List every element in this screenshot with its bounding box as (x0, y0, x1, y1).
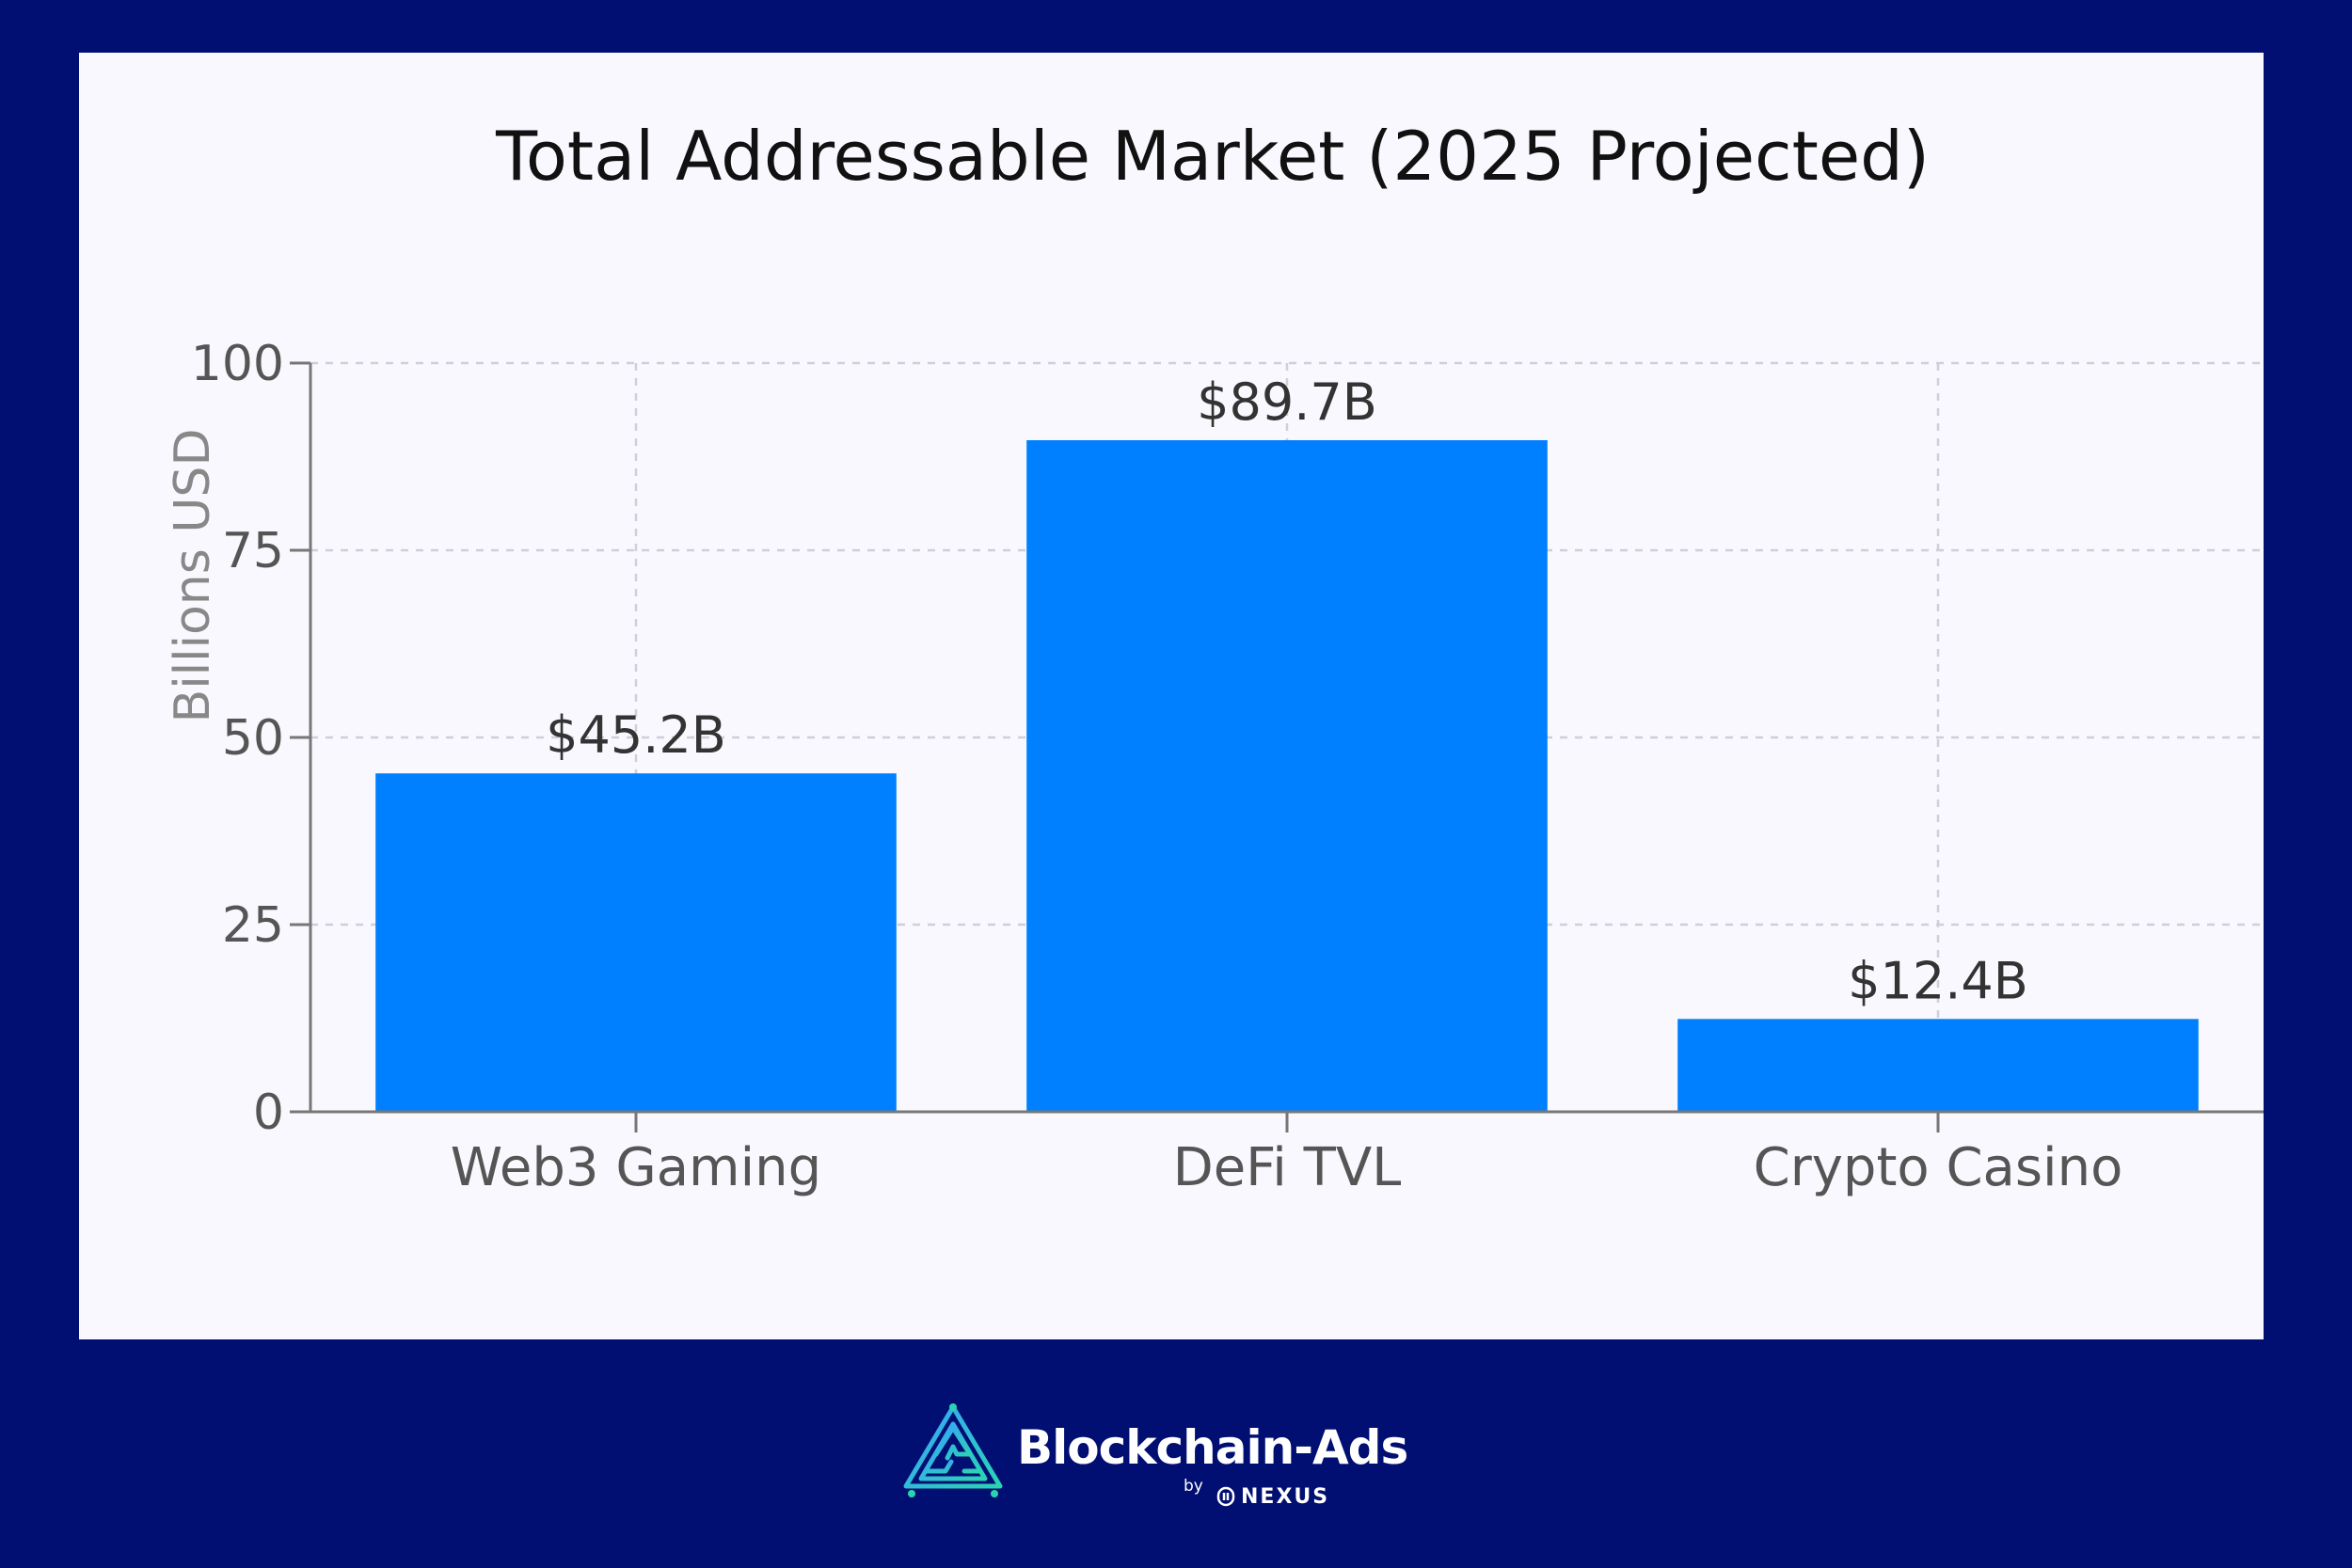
nexus-name: NEXUS (1241, 1484, 1330, 1509)
x-category-label: Crypto Casino (1754, 1137, 2123, 1198)
bar (1026, 439, 1548, 1112)
chart-panel: Total Addressable Market (2025 Projected… (79, 53, 2264, 1339)
x-category-label: Web3 Gaming (451, 1137, 821, 1198)
nexus-logo-icon (1216, 1486, 1235, 1507)
y-tick-label: 50 (222, 710, 284, 767)
bar-data-label: $12.4B (1848, 951, 2028, 1010)
bar-data-label: $89.7B (1197, 372, 1377, 432)
x-category-label: DeFi TVL (1173, 1137, 1402, 1198)
brand-name: Blockchain-Ads (1017, 1420, 1408, 1475)
brand-sub: NEXUS (1216, 1482, 1329, 1511)
axes (290, 361, 2264, 1132)
bar (1677, 1019, 2199, 1112)
bar-chart: Total Addressable Market (2025 Projected… (165, 117, 2264, 1198)
labels: 0 25 50 75 100 $45.2B $89.7B $12.4B Web3 Gaming D… (191, 336, 2123, 1198)
y-tick-label: 75 (222, 523, 284, 579)
bar-data-label: $45.2B (546, 705, 726, 765)
y-tick-label: 25 (222, 897, 284, 954)
bar (375, 773, 897, 1112)
y-tick-label: 100 (191, 336, 284, 392)
blockchain-ads-logo-icon (903, 1403, 1003, 1497)
chart-title: Total Addressable Market (2025 Projected… (495, 117, 1930, 196)
y-tick-label: 0 (253, 1085, 284, 1141)
bars (375, 439, 2199, 1112)
brand-by-text: by (1184, 1477, 1203, 1496)
y-axis-title: Billions USD (165, 429, 221, 723)
brand-footer: Blockchain-Ads by NEXUS (898, 1392, 1501, 1514)
